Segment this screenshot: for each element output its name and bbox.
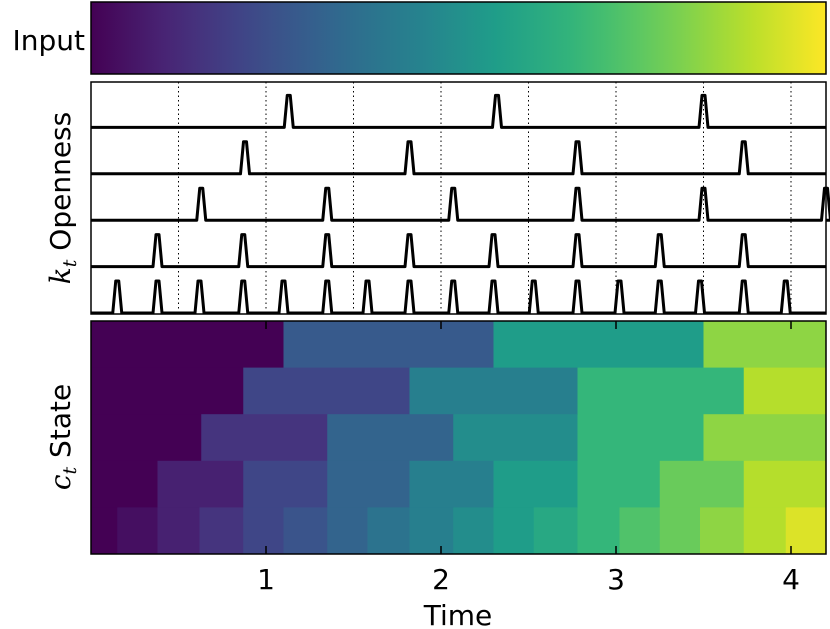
state-heatmap-cell [577, 414, 704, 462]
openness-spike-lines [91, 93, 830, 315]
state-heatmap-cells [91, 321, 827, 555]
state-heatmap-cell [703, 414, 827, 462]
openness-axis-label: kt Openness [44, 112, 81, 284]
state-heatmap-cell [117, 507, 158, 555]
state-heatmap-cell [91, 367, 244, 415]
openness-panel-frame [90, 81, 827, 315]
state-axis-label: ct State [44, 384, 81, 490]
state-heatmap-cell [785, 507, 827, 555]
openness-series-line [91, 233, 826, 269]
x-tick-label: 2 [432, 563, 450, 596]
state-heatmap-cell [743, 367, 827, 415]
state-heatmap-cell [700, 507, 745, 555]
state-heatmap-cell [91, 321, 284, 369]
state-heatmap-cell [453, 414, 578, 462]
state-heatmap-cell [577, 460, 661, 508]
openness-axis-word: Openness [44, 112, 77, 251]
state-heatmap-cell [243, 460, 328, 508]
state-axis-word: State [44, 384, 77, 458]
input-panel: Input [12, 1, 827, 75]
state-heatmap-cell [533, 507, 578, 555]
state-heatmap-cell [201, 414, 328, 462]
state-heatmap-cell [577, 367, 745, 415]
x-tick-label: 3 [607, 563, 625, 596]
openness-axis-subscript: t [59, 259, 81, 267]
openness-panel: kt Openness [44, 81, 830, 315]
openness-series-line [91, 140, 826, 176]
x-tick-label: 1 [257, 563, 275, 596]
input-panel-frame [90, 1, 827, 75]
state-heatmap-cell [91, 414, 202, 462]
state-heatmap-cell [743, 507, 787, 555]
state-heatmap-cell [743, 460, 827, 508]
state-heatmap-cell [367, 507, 410, 555]
state-heatmap-cell [493, 507, 535, 555]
state-heatmap-cell [243, 507, 284, 555]
state-heatmap-cell [409, 507, 454, 555]
openness-series-line [91, 279, 826, 315]
state-heatmap-cell [577, 507, 620, 555]
state-heatmap-cell [619, 507, 661, 555]
x-tick-label: 4 [782, 563, 800, 596]
state-heatmap-cell [91, 460, 158, 508]
state-heatmap-cell [157, 507, 200, 555]
state-heatmap-cell [703, 321, 827, 369]
input-gradient-bar [91, 2, 826, 74]
state-heatmap-cell [91, 507, 118, 555]
state-axis-subscript: t [59, 466, 81, 474]
state-heatmap-cell [493, 460, 578, 508]
state-heatmap-cell [243, 367, 410, 415]
state-heatmap-cell [409, 460, 494, 508]
state-heatmap-cell [453, 507, 494, 555]
state-panel: ct State 1 2 3 4 Time [44, 320, 827, 629]
state-heatmap-cell [157, 460, 244, 508]
state-heatmap-cell [283, 321, 494, 369]
openness-axis-symbol: k [44, 267, 77, 284]
x-axis-label: Time [423, 599, 493, 629]
input-axis-label: Input [12, 24, 85, 57]
x-axis-ticks: 1 2 3 4 [257, 321, 800, 596]
state-heatmap-cell [283, 507, 328, 555]
state-heatmap-cell [327, 460, 410, 508]
state-heatmap-cell [659, 507, 701, 555]
openness-series-line [91, 93, 826, 129]
state-axis-symbol: c [44, 474, 77, 490]
state-heatmap-cell [409, 367, 578, 415]
state-heatmap-cell [327, 414, 454, 462]
state-heatmap-cell [199, 507, 244, 555]
state-heatmap-cell [659, 460, 745, 508]
state-heatmap-cell [493, 321, 704, 369]
state-panel-frame [90, 320, 827, 555]
state-heatmap-cell [327, 507, 368, 555]
openness-series-line [91, 186, 830, 222]
